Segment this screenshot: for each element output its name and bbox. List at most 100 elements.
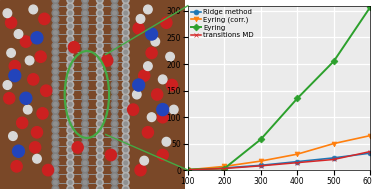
Circle shape	[83, 82, 87, 87]
Circle shape	[97, 115, 102, 120]
Circle shape	[66, 100, 74, 108]
Circle shape	[83, 17, 87, 22]
Circle shape	[7, 49, 15, 57]
Circle shape	[112, 160, 117, 165]
Circle shape	[112, 147, 117, 152]
Circle shape	[83, 76, 87, 81]
Circle shape	[122, 0, 130, 4]
Circle shape	[68, 63, 73, 68]
Circle shape	[68, 69, 73, 74]
Circle shape	[96, 185, 104, 189]
Circle shape	[68, 154, 73, 159]
Circle shape	[51, 67, 60, 76]
Circle shape	[157, 112, 168, 123]
Circle shape	[81, 100, 89, 108]
Circle shape	[83, 24, 87, 29]
Circle shape	[66, 67, 74, 76]
Circle shape	[51, 61, 60, 69]
Circle shape	[110, 41, 119, 50]
Circle shape	[122, 2, 130, 11]
Circle shape	[81, 94, 89, 102]
Circle shape	[68, 17, 73, 22]
Circle shape	[51, 9, 60, 17]
Circle shape	[123, 17, 128, 22]
Circle shape	[51, 81, 60, 89]
Circle shape	[97, 56, 102, 61]
Circle shape	[110, 74, 119, 82]
Circle shape	[110, 2, 119, 11]
Circle shape	[66, 172, 74, 180]
Circle shape	[81, 133, 89, 141]
Circle shape	[97, 134, 102, 139]
Circle shape	[123, 0, 128, 2]
Circle shape	[83, 180, 87, 185]
Circle shape	[68, 0, 73, 2]
Circle shape	[68, 4, 73, 9]
Circle shape	[97, 50, 102, 55]
Circle shape	[13, 145, 25, 157]
Circle shape	[53, 82, 58, 87]
transitions MD	[331, 158, 336, 161]
Eyring (corr.)	[295, 153, 299, 155]
Circle shape	[110, 126, 119, 135]
Circle shape	[96, 178, 104, 187]
Circle shape	[96, 61, 104, 69]
Circle shape	[97, 63, 102, 68]
Circle shape	[97, 141, 102, 146]
Circle shape	[81, 113, 89, 122]
Circle shape	[122, 172, 130, 180]
Circle shape	[157, 104, 169, 116]
Circle shape	[68, 180, 73, 185]
Circle shape	[68, 95, 73, 100]
Circle shape	[17, 117, 28, 129]
Circle shape	[51, 87, 60, 95]
Circle shape	[97, 76, 102, 81]
Circle shape	[96, 172, 104, 180]
Circle shape	[122, 22, 130, 30]
Circle shape	[96, 41, 104, 50]
Circle shape	[122, 185, 130, 189]
Legend: Ridge method, Eyring (corr.), Eyring, transitions MD: Ridge method, Eyring (corr.), Eyring, tr…	[190, 8, 255, 40]
Circle shape	[51, 152, 60, 161]
Circle shape	[112, 128, 117, 133]
Circle shape	[96, 146, 104, 154]
Circle shape	[51, 146, 60, 154]
Circle shape	[97, 121, 102, 126]
Circle shape	[51, 172, 60, 180]
Circle shape	[97, 187, 102, 189]
Circle shape	[122, 48, 130, 56]
Circle shape	[9, 132, 17, 140]
Circle shape	[123, 76, 128, 81]
Circle shape	[66, 107, 74, 115]
Circle shape	[51, 0, 60, 4]
Circle shape	[39, 13, 50, 25]
Circle shape	[123, 121, 128, 126]
Circle shape	[66, 113, 74, 122]
Circle shape	[23, 105, 32, 114]
Circle shape	[123, 174, 128, 178]
Circle shape	[81, 2, 89, 11]
Circle shape	[66, 159, 74, 167]
Circle shape	[110, 100, 119, 108]
Circle shape	[96, 126, 104, 135]
Circle shape	[66, 48, 74, 56]
Circle shape	[110, 165, 119, 174]
Circle shape	[135, 164, 146, 176]
Circle shape	[83, 95, 87, 100]
Circle shape	[53, 128, 58, 133]
Circle shape	[68, 147, 73, 152]
Circle shape	[3, 9, 12, 18]
Circle shape	[110, 54, 119, 63]
Circle shape	[166, 52, 174, 61]
Circle shape	[81, 165, 89, 174]
Circle shape	[152, 89, 163, 100]
Circle shape	[97, 0, 102, 2]
Circle shape	[83, 69, 87, 74]
Circle shape	[66, 61, 74, 69]
Circle shape	[31, 127, 42, 138]
Circle shape	[123, 56, 128, 61]
Circle shape	[122, 67, 130, 76]
Circle shape	[112, 37, 117, 42]
Circle shape	[97, 11, 102, 15]
transitions MD	[295, 162, 299, 164]
